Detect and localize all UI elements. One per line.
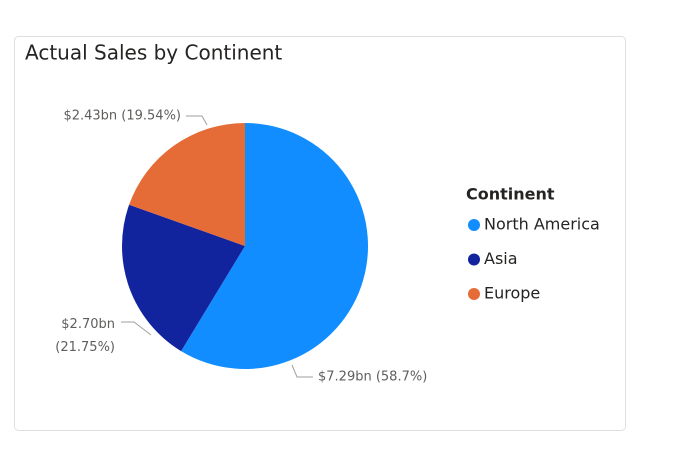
legend-label: Asia [484, 249, 518, 268]
leader-line [121, 321, 152, 336]
legend-label: North America [484, 215, 600, 234]
leader-line [291, 364, 313, 378]
pie-slice [129, 123, 245, 246]
data-label: $7.29bn (58.7%) [318, 370, 427, 385]
legend-marker [468, 219, 480, 231]
legend-label: Europe [484, 284, 540, 303]
data-label: $2.70bn (21.75%) [55, 317, 115, 355]
legend-title: Continent [466, 185, 555, 204]
pie-slice [181, 123, 368, 369]
chart-title: Actual Sales by Continent [25, 41, 282, 65]
pie-slice [122, 204, 245, 352]
legend-marker [468, 288, 480, 300]
data-label: $2.43bn (19.54%) [63, 109, 181, 124]
leader-line [186, 115, 208, 126]
legend-marker [468, 253, 480, 266]
